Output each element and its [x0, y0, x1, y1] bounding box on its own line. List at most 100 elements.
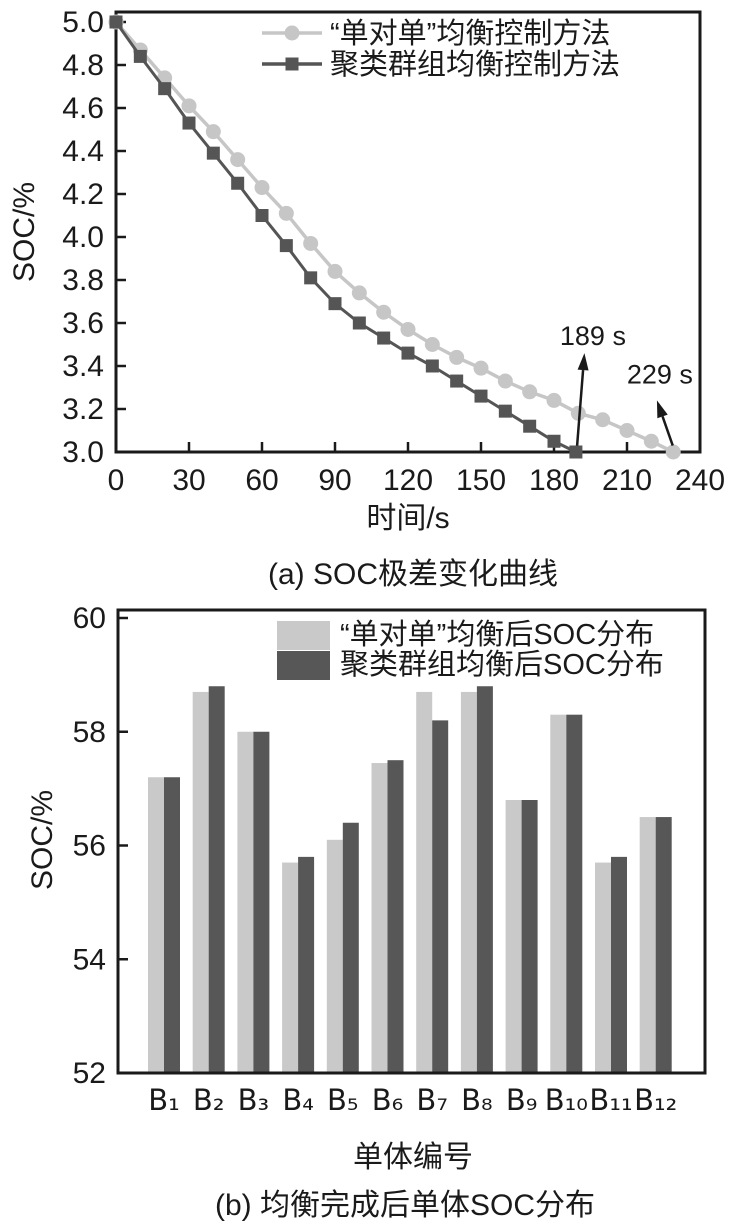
bar-cluster-group: [387, 760, 404, 1073]
y-tick-label: 4.6: [62, 92, 104, 125]
annotation-text-1: 229 s: [627, 360, 693, 390]
marker-square: [328, 297, 342, 311]
category-label: B₈: [461, 1083, 493, 1117]
marker-square: [401, 346, 415, 360]
marker-square: [304, 271, 318, 285]
panel-a: 0 30 60 90 120 150 180 210 240 3.0 3.2 3.4 3.6 3.8 4.0…: [0, 0, 729, 595]
bar-one-to-one: [416, 691, 433, 1073]
marker-square: [474, 389, 488, 403]
marker-circle: [449, 349, 465, 365]
y-tick-label: 3.8: [62, 264, 104, 297]
marker-square: [547, 434, 561, 448]
marker-circle: [303, 235, 319, 251]
marker-circle: [181, 98, 197, 114]
series-line-one-to-one: [114, 20, 675, 454]
marker-square: [279, 239, 293, 253]
y-tick-label: 3.0: [62, 436, 104, 469]
category-label: B₉: [506, 1083, 538, 1117]
bar-cluster-group: [566, 714, 583, 1073]
marker-square: [182, 116, 196, 130]
category-label: B₄: [282, 1083, 314, 1117]
bar-one-to-one: [371, 763, 388, 1073]
annotation-arrowhead: [656, 400, 668, 419]
legend-label-cluster-group: 聚类群组均衡后SOC分布: [340, 648, 664, 681]
y-tick-label: 58: [73, 716, 106, 749]
annotation-text-0: 189 s: [560, 321, 626, 351]
x-tick-label: 180: [529, 464, 579, 497]
y-tick-label: 54: [73, 943, 106, 976]
bar-one-to-one: [460, 691, 477, 1073]
bar-cluster-group: [432, 720, 449, 1073]
y-tick-label: 60: [73, 602, 106, 635]
legend-swatch-cluster-group: [277, 651, 330, 680]
y-tick-label: 4.4: [62, 135, 104, 168]
y-tick-label: 3.6: [62, 307, 104, 340]
y-tick-label: 4.0: [62, 221, 104, 254]
category-label: B₁₁: [589, 1083, 632, 1117]
bar-one-to-one: [550, 714, 567, 1073]
x-tick-label: 0: [108, 464, 125, 497]
bar-cluster-group: [253, 731, 270, 1073]
marker-circle: [230, 152, 246, 168]
marker-circle: [497, 373, 513, 389]
category-label: B₁: [148, 1083, 180, 1117]
annotation-arrow-line: [575, 369, 585, 446]
bar-cluster-group: [521, 800, 538, 1073]
y-tick-label: 4.8: [62, 49, 104, 82]
x-axis-title-b: 单体编号: [353, 1141, 473, 1174]
marker-circle: [546, 392, 562, 408]
bar-cluster-group: [342, 822, 359, 1073]
bar-one-to-one: [326, 839, 343, 1073]
category-label: B₂: [193, 1083, 225, 1117]
bar-cluster-group: [298, 856, 315, 1073]
bar-cluster-group: [208, 686, 225, 1073]
y-tick-label: 52: [73, 1057, 106, 1090]
marker-square: [231, 176, 245, 190]
marker-square: [133, 49, 147, 63]
marker-circle: [205, 124, 221, 140]
marker-circle: [351, 285, 367, 301]
legend-marker-square: [285, 57, 299, 71]
marker-circle: [595, 412, 611, 428]
soc-distribution-bar-chart: B₁ B₂ B₃ B₄ B₅ B₆ B₇ B₈ B₉ B₁₀ B₁₁ B₁₂ 52 54 56 58 60 “单对…: [26, 602, 707, 1222]
x-tick-label: 60: [245, 464, 278, 497]
x-tick-label: 150: [456, 464, 506, 497]
marker-square: [450, 374, 464, 388]
marker-square: [109, 15, 123, 29]
bar-cluster-group: [655, 817, 672, 1073]
annotation-arrowhead: [577, 353, 589, 371]
category-label: B₁₀: [545, 1083, 588, 1117]
legend-label-cluster-group: 聚类群组均衡控制方法: [330, 48, 620, 81]
marker-circle: [570, 405, 586, 421]
marker-circle: [619, 423, 635, 438]
bar-one-to-one: [505, 800, 522, 1073]
marker-square: [158, 82, 172, 96]
legend-swatch-one-to-one: [277, 621, 330, 650]
x-tick-label: 90: [318, 464, 351, 497]
marker-square: [206, 146, 220, 160]
y-tick-label: 56: [73, 830, 106, 863]
bar-one-to-one: [192, 691, 209, 1073]
legend-label-one-to-one: “单对单”均衡后SOC分布: [340, 618, 654, 651]
marker-square: [425, 359, 439, 373]
bar-one-to-one: [282, 862, 299, 1073]
y-axis-title-b: SOC/%: [26, 790, 59, 890]
marker-circle: [254, 180, 270, 196]
bar-one-to-one: [148, 777, 164, 1073]
marker-circle: [400, 321, 416, 337]
bar-cluster-group: [476, 686, 493, 1073]
bar-one-to-one: [639, 817, 656, 1073]
plot-box: [116, 608, 707, 1075]
marker-square: [523, 419, 537, 433]
marker-circle: [376, 304, 392, 320]
x-axis-title-a: 时间/s: [366, 502, 449, 535]
bar-cluster-group: [611, 856, 627, 1073]
marker-circle: [473, 360, 489, 376]
marker-square: [377, 331, 391, 345]
marker-square: [352, 316, 366, 330]
y-tick-label: 4.2: [62, 178, 104, 211]
category-label: B₇: [416, 1083, 448, 1117]
marker-circle: [522, 384, 538, 400]
marker-square: [498, 404, 512, 418]
